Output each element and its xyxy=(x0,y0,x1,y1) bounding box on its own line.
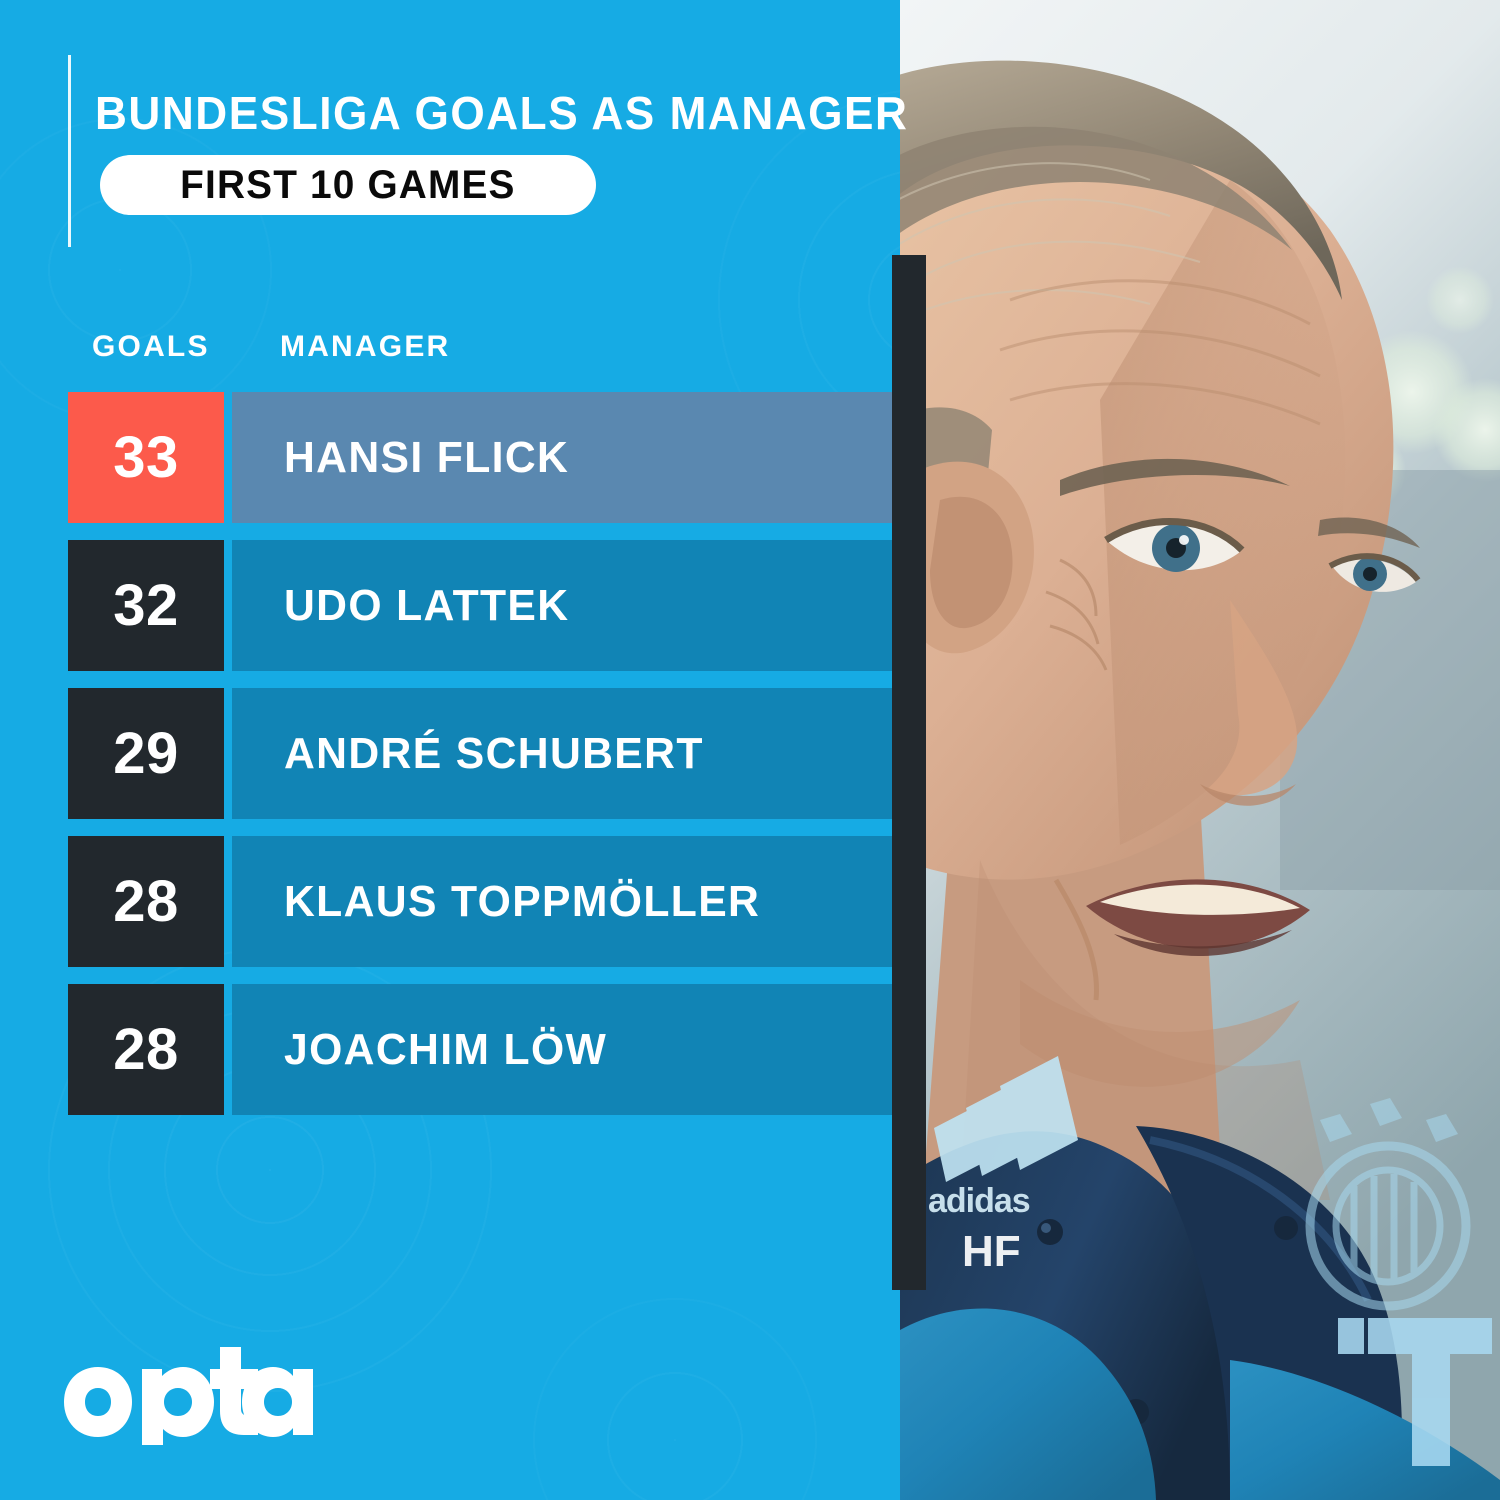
manager-bar: HANSI FLICK xyxy=(232,392,900,523)
goals-badge: 28 xyxy=(68,984,224,1115)
manager-bar: UDO LATTEK xyxy=(232,540,900,671)
opta-logo xyxy=(62,1345,322,1457)
column-header-manager: MANAGER xyxy=(280,330,451,363)
goals-badge: 28 xyxy=(68,836,224,967)
manager-bar: KLAUS TOPPMÖLLER xyxy=(232,836,900,967)
goals-badge: 32 xyxy=(68,540,224,671)
photo-divider-strip xyxy=(892,255,926,1290)
telekom-logo-icon xyxy=(1338,1318,1492,1466)
manager-name: HANSI FLICK xyxy=(284,432,570,482)
manager-bar: JOACHIM LÖW xyxy=(232,984,900,1115)
manager-name: UDO LATTEK xyxy=(284,580,570,630)
page-title: BUNDESLIGA GOALS AS MANAGER xyxy=(95,87,909,139)
subtitle-label: FIRST 10 GAMES xyxy=(180,162,516,207)
manager-name: KLAUS TOPPMÖLLER xyxy=(284,876,761,926)
svg-text:adidas: adidas xyxy=(928,1182,1030,1220)
manager-bar: ANDRÉ SCHUBERT xyxy=(232,688,900,819)
adidas-logo-icon: adidas HF xyxy=(928,1056,1078,1276)
goals-badge: 33 xyxy=(68,392,224,523)
subtitle-pill: FIRST 10 GAMES xyxy=(100,155,596,215)
table-row: 32 UDO LATTEK xyxy=(0,540,900,671)
manager-name: ANDRÉ SCHUBERT xyxy=(284,728,704,778)
table-row: 33 HANSI FLICK xyxy=(0,392,900,523)
column-header-goals: GOALS xyxy=(92,330,210,363)
bayern-crest-icon xyxy=(1305,1098,1471,1311)
manager-name: JOACHIM LÖW xyxy=(284,1024,608,1074)
manager-photo: adidas HF xyxy=(900,0,1500,1500)
table-row: 28 KLAUS TOPPMÖLLER xyxy=(0,836,900,967)
title-accent-rule xyxy=(68,55,71,247)
goals-badge: 29 xyxy=(68,688,224,819)
rankings-table: 33 HANSI FLICK 32 UDO LATTEK 29 ANDRÉ SC… xyxy=(0,392,900,1132)
svg-text:HF: HF xyxy=(962,1227,1021,1276)
table-row: 29 ANDRÉ SCHUBERT xyxy=(0,688,900,819)
table-row: 28 JOACHIM LÖW xyxy=(0,984,900,1115)
